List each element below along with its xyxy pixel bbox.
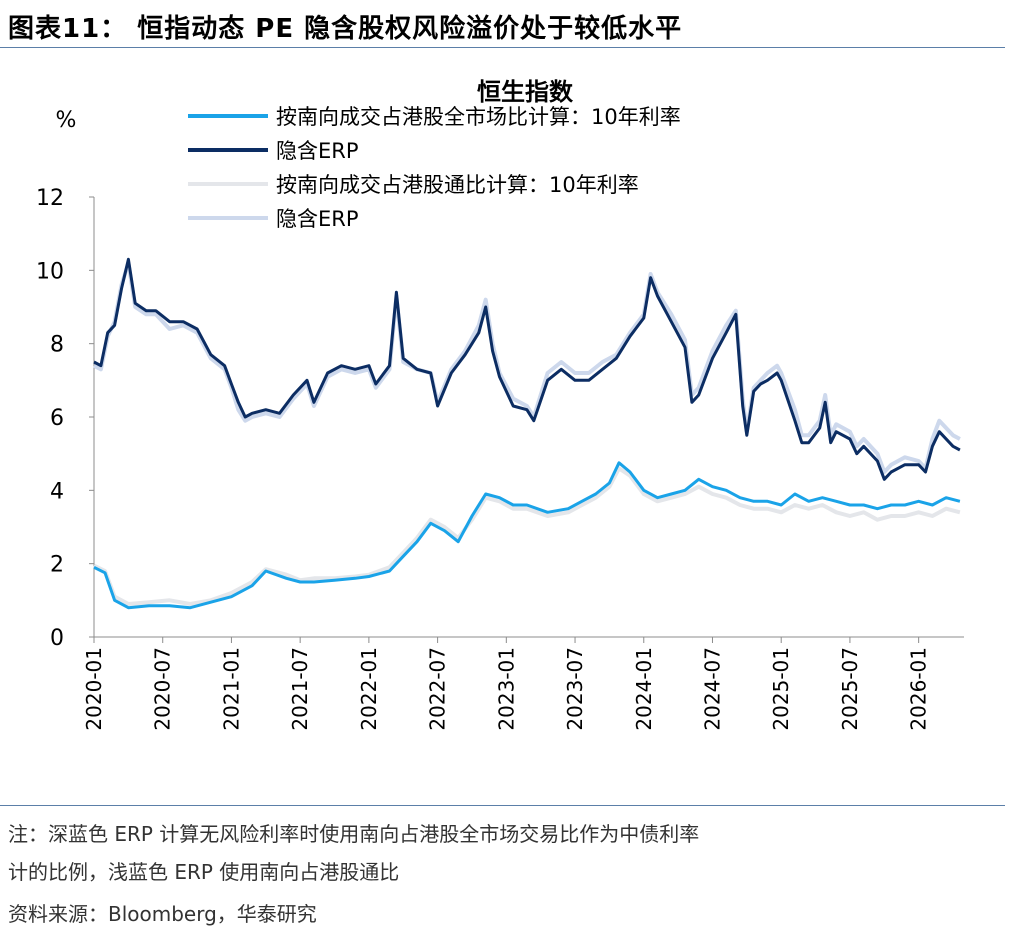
legend-label: 按南向成交占港股通比计算：10年利率 [276,173,639,197]
series-group [93,257,961,610]
x-tick-label: 2021-01 [219,647,243,731]
legend-label: 隐含ERP [276,139,359,163]
y-tick-label: 8 [50,333,64,358]
x-tick-label: 2022-01 [357,647,381,731]
y-tick-label: 4 [50,479,64,504]
x-tick-label: 2024-07 [700,647,724,731]
x-tick-label: 2024-01 [632,647,656,731]
source-note: 资料来源：Bloomberg，华泰研究 [8,902,317,926]
x-tick-label: 2025-01 [769,647,793,731]
note-line-2: 计的比例，浅蓝色 ERP 使用南向占港股通比 [8,860,400,884]
figure-title: 图表11： 恒指动态 PE 隐含股权风险溢价处于较低水平 [8,14,683,44]
line-chart: 恒生指数 % 按南向成交占港股全市场比计算：10年利率隐含ERP按南向成交占港股… [36,78,964,731]
axes: 0 2 4 6 8 10 12 2020-01 2020-07 2021-01 2021-07 202… [36,186,964,731]
note-line-1: 注：深蓝色 ERP 计算无风险利率时使用南向占港股全市场交易比作为中债利率 [8,822,700,846]
y-axis-unit: % [56,108,77,133]
x-tick-label: 2020-01 [82,647,106,731]
y-tick-label: 10 [36,259,64,284]
x-tick-label: 2026-01 [907,647,931,731]
x-tick-label: 2021-07 [288,647,312,731]
series-line-navy [93,257,961,481]
x-tick-label: 2023-07 [563,647,587,731]
y-tick-label: 2 [50,553,64,578]
x-tick-label: 2025-07 [838,647,862,731]
y-tick-label: 0 [50,626,64,651]
series-line-light-gray [93,466,961,606]
legend-label: 隐含ERP [276,207,359,231]
series-line-light-blue [93,461,961,610]
x-tick-label: 2023-01 [494,647,518,731]
y-tick-label: 6 [50,406,64,431]
chart-title: 恒生指数 [477,78,574,106]
top-divider [0,47,1005,48]
legend-label: 按南向成交占港股全市场比计算：10年利率 [276,105,681,129]
x-tick-label: 2020-07 [151,647,175,731]
y-tick-label: 12 [36,186,64,211]
x-tick-label: 2022-07 [426,647,450,731]
bottom-divider [0,805,1005,806]
